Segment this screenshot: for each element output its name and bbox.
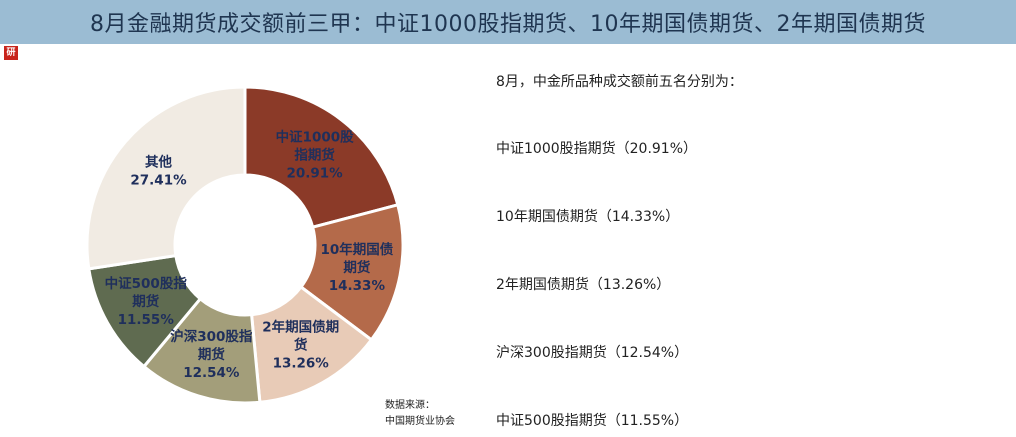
donut-slice-6 — [85, 85, 247, 271]
donut-slices — [85, 85, 405, 405]
donut-labels: 中证1000股指期货 20.91%10年期国债期货 14.33%2年期国债期货 13.… — [105, 129, 394, 381]
slice-label-4: 沪深300股指期货 12.54% — [170, 328, 253, 381]
slice-category-text: 中证500股指 — [105, 275, 188, 292]
slice-category-text: 指期货 — [294, 147, 335, 164]
source-label: 数据来源： — [385, 400, 435, 411]
ranking-item-1: 中证1000股指期货（20.91%） — [496, 141, 698, 157]
slice-category-text: 中证1000股 — [276, 129, 355, 146]
donut-slice-1 — [243, 85, 400, 230]
side-heading: 8月，中金所品种成交额前五名分别为： — [496, 74, 743, 90]
title-bar: 8月金融期货成交额前三甲：中证1000股指期货、10年期国债期货、2年期国债期货 — [0, 0, 1016, 44]
slice-label-5: 中证500股指期货 11.55% — [105, 275, 188, 328]
slice-label-6: 其他 27.41% — [130, 154, 187, 189]
source-note: 数据来源： 中国期货业协会 — [385, 398, 455, 430]
slice-label-1: 中证1000股指期货 20.91% — [276, 129, 355, 182]
ranking-item-5: 中证500股指期货（11.55%） — [496, 413, 689, 429]
slice-category-text: 期货 — [132, 293, 159, 310]
source-name: 中国期货业协会 — [385, 416, 455, 427]
ranking-item-4: 沪深300股指期货（12.54%） — [496, 345, 689, 361]
ranking-item-2: 10年期国债期货（14.33%） — [496, 209, 680, 225]
slice-category-text: 期货 — [198, 346, 225, 363]
slice-value-text: 20.91% — [286, 166, 343, 182]
donut-chart: 中证1000股指期货 20.91%10年期国债期货 14.33%2年期国债期货 13.… — [85, 85, 405, 405]
chart-title: 8月金融期货成交额前三甲：中证1000股指期货、10年期国债期货、2年期国债期货 — [90, 12, 926, 37]
slice-category-text: 期货 — [343, 259, 370, 276]
slice-value-text: 13.26% — [273, 355, 330, 371]
slice-value-text: 12.54% — [183, 365, 240, 381]
slice-label-2: 10年期国债期货 14.33% — [320, 241, 393, 294]
slice-label-3: 2年期国债期货 13.26% — [262, 318, 339, 371]
slice-category-text: 其他 — [145, 154, 172, 171]
slice-value-text: 14.33% — [329, 278, 386, 294]
logo-icon: 研 — [4, 46, 18, 60]
slice-value-text: 27.41% — [130, 173, 187, 189]
slice-value-text: 11.55% — [118, 312, 175, 328]
ranking-item-3: 2年期国债期货（13.26%） — [496, 277, 671, 293]
slice-category-text: 货 — [293, 336, 308, 353]
slice-category-text: 10年期国债 — [320, 241, 393, 258]
slice-category-text: 沪深300股指 — [170, 328, 253, 345]
slice-category-text: 2年期国债期 — [262, 318, 339, 335]
